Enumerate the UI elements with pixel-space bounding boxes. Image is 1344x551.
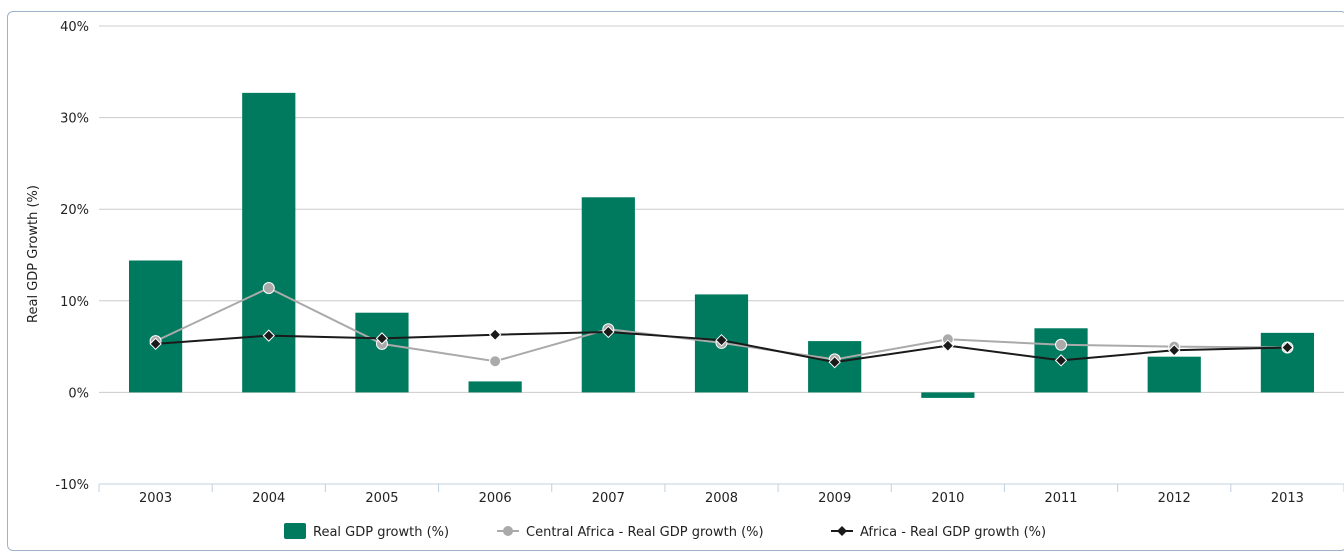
- x-tick-label: 2012: [1158, 491, 1191, 506]
- x-tick-label: 2009: [818, 491, 851, 506]
- y-tick-label: 0%: [68, 386, 89, 401]
- bar-series: [128, 92, 1315, 398]
- y-tick-label: 40%: [60, 20, 89, 35]
- point-marker[interactable]: [828, 355, 841, 369]
- bar[interactable]: [128, 260, 183, 393]
- bar[interactable]: [468, 381, 522, 393]
- x-tick-label: 2005: [365, 491, 398, 506]
- x-tick-label: 2006: [479, 491, 512, 506]
- y-tick-label: 30%: [60, 112, 89, 127]
- x-axis: 2003 2004 2005 2006 2007 2008 2009 2010 2011 2012…: [98, 483, 1344, 506]
- point-marker[interactable]: [1055, 338, 1068, 351]
- point-marker[interactable]: [1054, 354, 1068, 367]
- x-tick-label: 2010: [931, 491, 964, 506]
- point-marker[interactable]: [1281, 341, 1294, 354]
- point-marker[interactable]: [1168, 344, 1181, 357]
- y-axis-label: Real GDP Growth (%): [26, 185, 41, 323]
- y-tick-label: 10%: [60, 295, 89, 310]
- point-marker[interactable]: [602, 325, 615, 339]
- bar[interactable]: [355, 312, 409, 393]
- bar[interactable]: [581, 197, 635, 393]
- legend-label: Africa - Real GDP growth (%): [860, 525, 1046, 540]
- x-tick-label: 2007: [592, 491, 625, 506]
- legend-item[interactable]: Central Africa - Real GDP growth (%): [497, 525, 764, 540]
- line-series: [149, 281, 1294, 369]
- x-tick-label: 2008: [705, 491, 738, 506]
- legend-label: Central Africa - Real GDP growth (%): [526, 525, 764, 540]
- point-marker[interactable]: [149, 337, 162, 351]
- legend-marker: [503, 526, 513, 536]
- x-tick-label: 2004: [252, 491, 285, 506]
- x-tick-label: 2013: [1271, 491, 1304, 506]
- point-marker[interactable]: [375, 332, 389, 345]
- bar[interactable]: [921, 392, 975, 398]
- x-tick-label: 2011: [1044, 491, 1077, 506]
- x-tick-label: 2003: [139, 491, 172, 506]
- point-marker[interactable]: [715, 333, 728, 347]
- y-axis: -10% 0% 10% 20% 30% 40%: [55, 20, 89, 493]
- legend-item[interactable]: Real GDP growth (%): [284, 523, 449, 540]
- y-tick-label: -10%: [55, 478, 89, 493]
- bar[interactable]: [242, 92, 296, 393]
- point-marker[interactable]: [489, 355, 502, 368]
- point-marker[interactable]: [262, 281, 275, 294]
- legend-swatch: [284, 523, 306, 539]
- legend-label: Real GDP growth (%): [313, 525, 449, 540]
- legend-item[interactable]: Africa - Real GDP growth (%): [831, 525, 1046, 540]
- legend-marker: [837, 526, 847, 536]
- y-tick-label: 20%: [60, 203, 89, 218]
- point-marker[interactable]: [262, 329, 275, 342]
- point-marker[interactable]: [941, 339, 955, 352]
- bar[interactable]: [1147, 356, 1201, 393]
- legend[interactable]: Real GDP growth (%) Central Africa - Real…: [284, 523, 1046, 540]
- point-marker[interactable]: [488, 328, 502, 341]
